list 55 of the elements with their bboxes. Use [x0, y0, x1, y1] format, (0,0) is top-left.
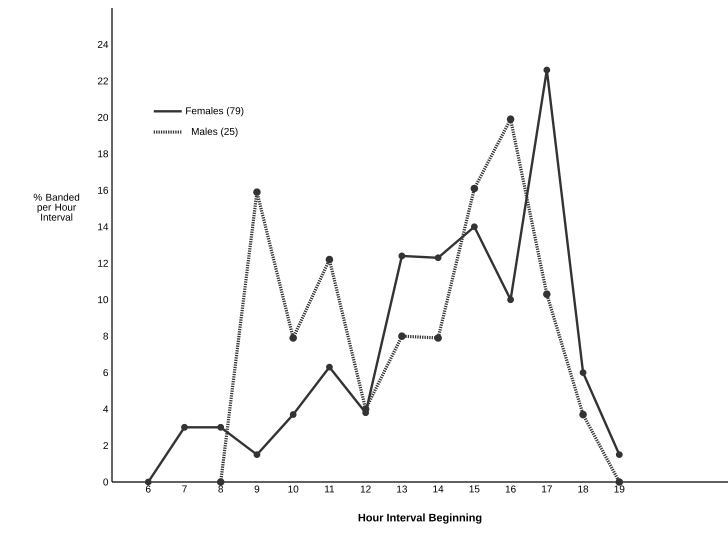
y-tick-label: 4	[103, 406, 108, 413]
x-tick-label: 10	[288, 486, 298, 493]
y-tick-label: 24	[98, 40, 108, 48]
x-tick-label: 14	[433, 486, 444, 492]
point	[289, 334, 297, 342]
point	[616, 451, 623, 458]
point	[543, 290, 551, 298]
y-tick-label: 10	[98, 296, 108, 304]
x-tick-label: 8	[218, 486, 224, 493]
point	[398, 332, 406, 340]
y-tick-label: 20	[98, 114, 108, 121]
point	[326, 256, 334, 264]
point	[616, 478, 624, 486]
y-tick-label: 22	[98, 77, 108, 84]
point	[398, 252, 406, 260]
point	[326, 364, 333, 371]
legend-label: Males (25)	[192, 128, 238, 137]
point	[507, 296, 514, 304]
x-tick-label: 18	[578, 486, 588, 493]
y-tick-label: 6	[103, 369, 108, 376]
x-tick-label: 11	[325, 486, 334, 492]
point	[216, 478, 224, 486]
point	[506, 115, 514, 123]
point	[434, 334, 442, 342]
point	[217, 424, 224, 431]
y-tick-label: 2	[103, 442, 108, 450]
x-tick-label: 12	[360, 486, 371, 492]
legend-label: Females (79)	[186, 106, 244, 116]
x-tick-label: 7	[182, 486, 187, 492]
x-tick-label: 17	[542, 486, 552, 492]
point	[254, 451, 260, 458]
x-axis-title: Hour Interval Beginning	[358, 513, 482, 524]
point	[543, 66, 550, 74]
y-tick-label: 8	[103, 332, 108, 340]
point	[434, 254, 442, 262]
x-tick-label: 16	[506, 486, 516, 493]
point	[181, 424, 188, 431]
x-tick-label: 15	[470, 486, 480, 492]
x-tick-label: 19	[614, 486, 624, 493]
point	[470, 184, 478, 192]
y-tick-label: 0	[103, 478, 108, 486]
y-tick-label: 18	[98, 150, 108, 158]
point	[579, 410, 587, 418]
point	[253, 188, 261, 196]
x-tick-label: 6	[146, 486, 151, 493]
point	[470, 223, 478, 230]
x-tick-label: 9	[254, 486, 260, 493]
point	[580, 369, 586, 376]
y-tick-label: 14	[98, 223, 108, 230]
y-axis-title: % Banded per Hour Interval	[34, 193, 80, 221]
y-tick-label: 16	[98, 186, 108, 194]
point	[290, 411, 297, 418]
x-tick-label: 13	[397, 486, 407, 493]
y-tick-label: 12	[98, 260, 108, 267]
point	[144, 478, 152, 486]
